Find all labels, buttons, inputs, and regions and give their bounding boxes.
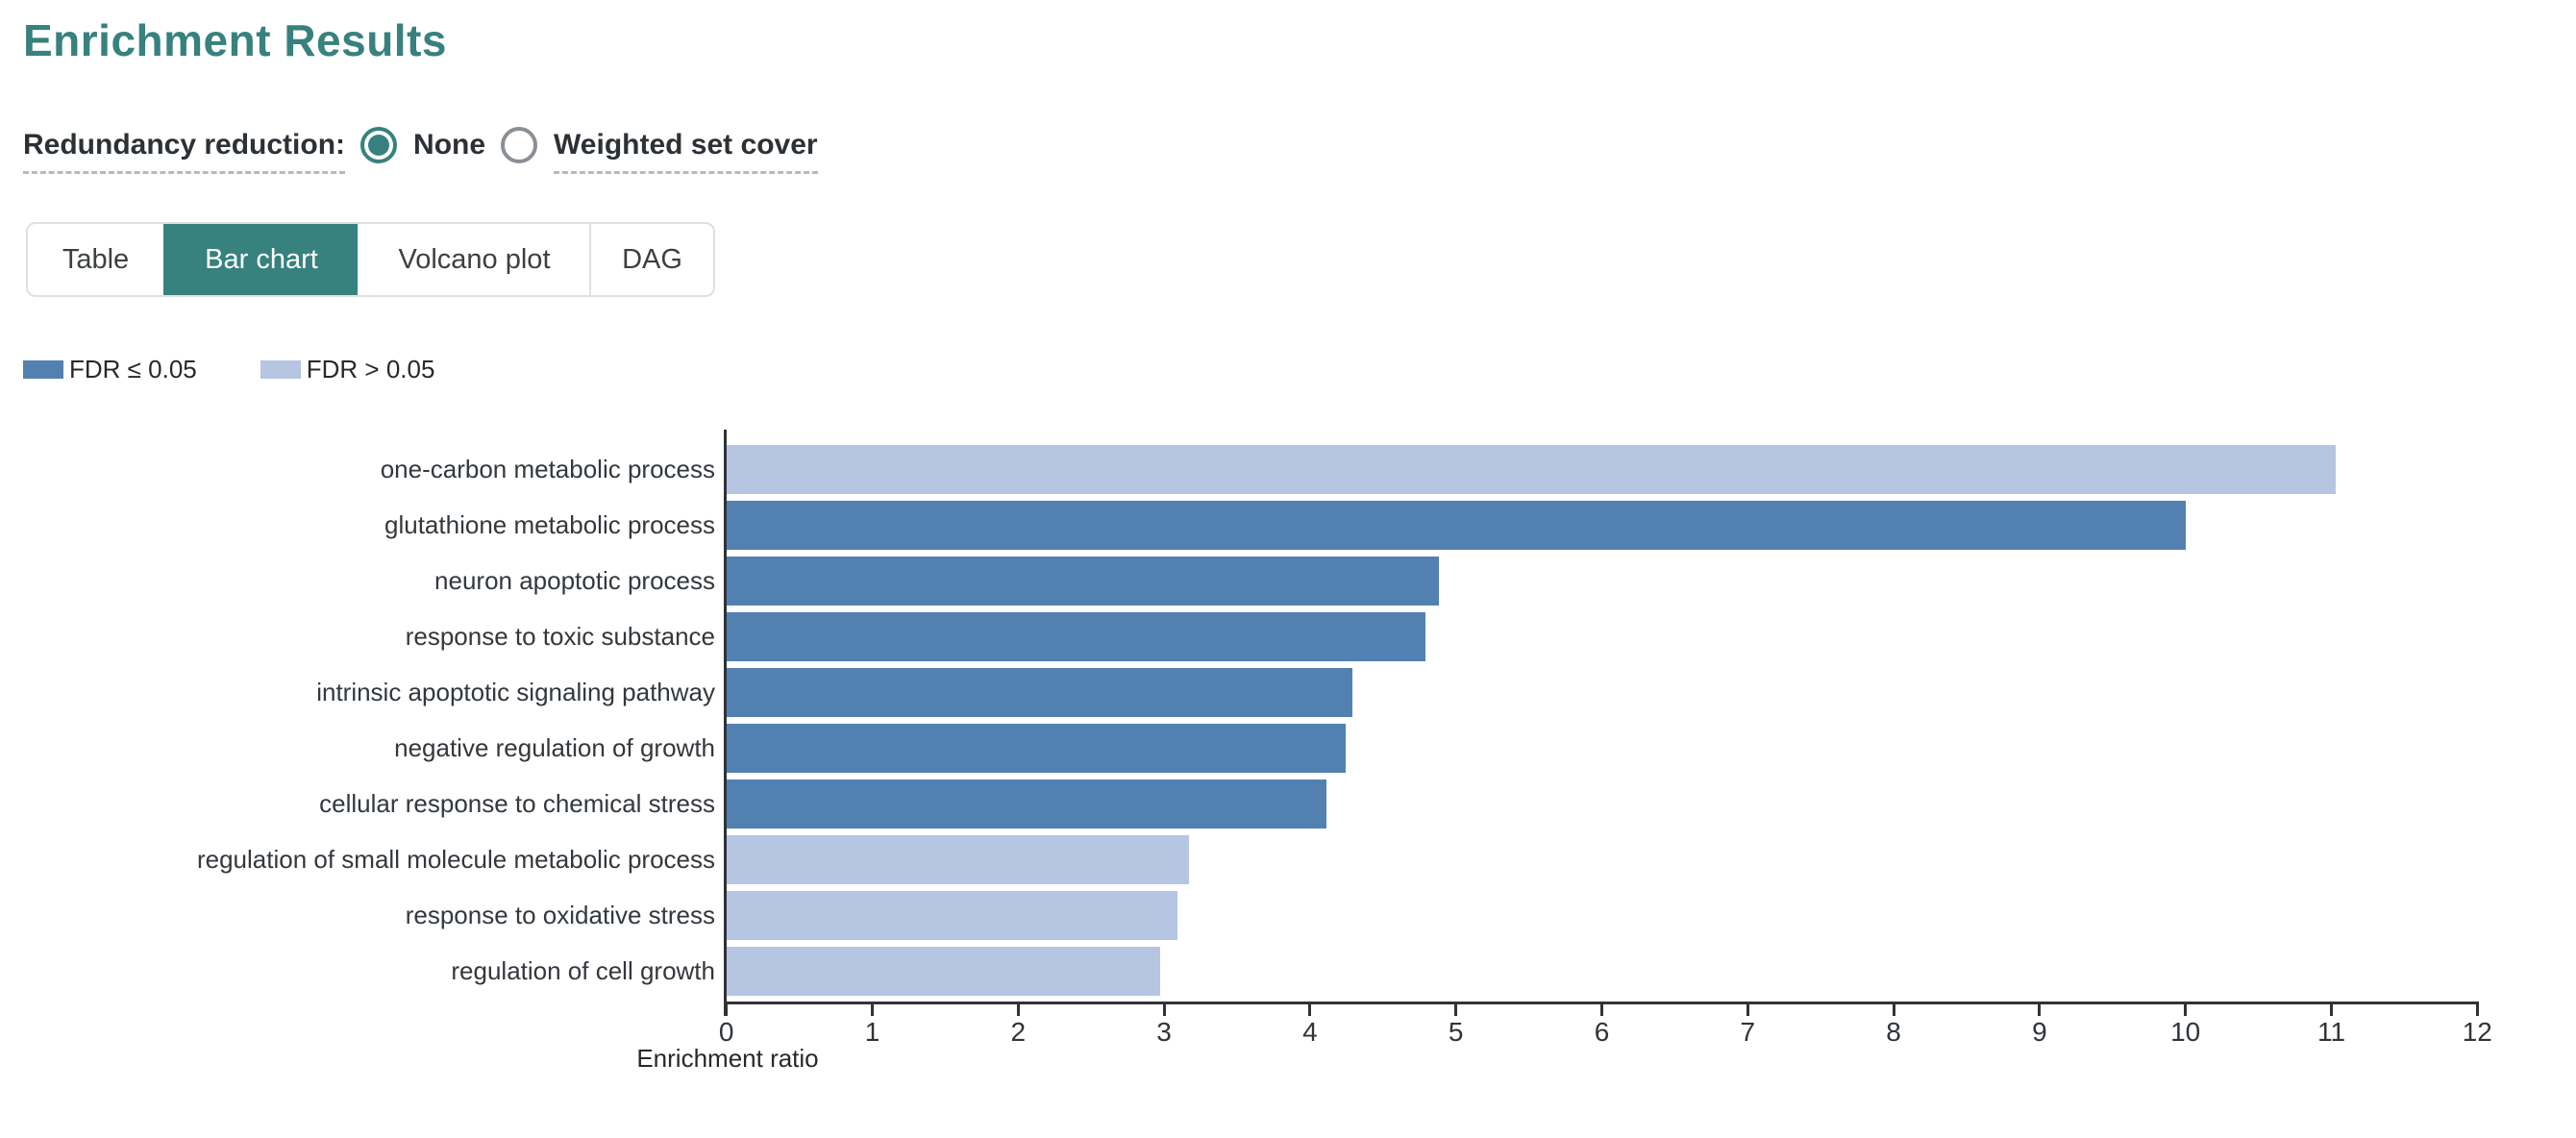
x-tick-6	[1600, 1004, 1603, 1016]
fdr-legend: FDR ≤ 0.05 FDR > 0.05	[23, 355, 498, 383]
radio-selected-icon[interactable]	[360, 127, 398, 163]
category-label-neuron-apoptotic-process: neuron apoptotic process	[434, 566, 715, 596]
x-tick-2	[1016, 1004, 1020, 1016]
x-tick-label-4: 4	[1302, 1017, 1318, 1047]
x-tick-label-12: 12	[2462, 1017, 2492, 1047]
x-tick-label-9: 9	[2032, 1017, 2047, 1047]
legend-label: FDR > 0.05	[306, 355, 435, 383]
category-label-glutathione-metabolic-process: glutathione metabolic process	[384, 510, 715, 540]
bar-neuron-apoptotic-process[interactable]	[727, 556, 1439, 606]
x-tick-label-6: 6	[1594, 1017, 1610, 1047]
x-tick-label-7: 7	[1740, 1017, 1756, 1047]
x-tick-label-0: 0	[718, 1017, 734, 1047]
legend-item-fdr-0-05: FDR ≤ 0.05	[23, 355, 197, 383]
view-tabs: Table Bar chart Volcano plot DAG	[26, 222, 715, 297]
redundancy-option-none[interactable]: None	[360, 127, 486, 174]
redundancy-reduction-control: Redundancy reduction: None Weighted set c…	[23, 127, 818, 174]
legend-label: FDR ≤ 0.05	[69, 355, 197, 383]
x-tick-label-11: 11	[2316, 1017, 2346, 1047]
bar-one-carbon-metabolic-process[interactable]	[727, 444, 2337, 494]
x-tick-11	[2330, 1004, 2333, 1016]
x-tick-4	[1308, 1004, 1312, 1016]
tab-volcano-plot[interactable]: Volcano plot	[398, 243, 551, 275]
category-label-regulation-of-small-molecule-metabolic-process: regulation of small molecule metabolic p…	[196, 845, 715, 875]
category-label-negative-regulation-of-growth: negative regulation of growth	[394, 733, 715, 763]
bar-regulation-of-cell-growth[interactable]	[727, 946, 1160, 996]
x-tick-7	[1746, 1004, 1749, 1016]
x-tick-label-5: 5	[1448, 1017, 1464, 1047]
x-tick-5	[1454, 1004, 1458, 1016]
bar-intrinsic-apoptotic-signaling-pathway[interactable]	[727, 667, 1353, 717]
x-axis-title: Enrichment ratio	[636, 1044, 819, 1073]
x-tick-3	[1162, 1004, 1166, 1016]
bar-regulation-of-small-molecule-metabolic-process[interactable]	[727, 834, 1190, 884]
redundancy-option-weighted-set-cover[interactable]: Weighted set cover	[501, 127, 818, 174]
bar-glutathione-metabolic-process[interactable]	[727, 500, 2186, 550]
x-tick-12	[2475, 1004, 2479, 1016]
x-tick-9	[2038, 1004, 2042, 1016]
category-label-cellular-response-to-chemical-stress: cellular response to chemical stress	[319, 789, 715, 819]
category-label-response-to-toxic-substance: response to toxic substance	[405, 622, 715, 652]
bar-response-to-toxic-substance[interactable]	[727, 611, 1426, 661]
category-label-intrinsic-apoptotic-signaling-pathway: intrinsic apoptotic signaling pathway	[316, 678, 715, 707]
radio-unselected-icon[interactable]	[501, 127, 538, 163]
y-axis	[724, 430, 727, 1016]
radio-label-none[interactable]: None	[413, 129, 486, 161]
legend-swatch	[260, 359, 301, 379]
category-label-one-carbon-metabolic-process: one-carbon metabolic process	[380, 455, 715, 484]
bar-negative-regulation-of-growth[interactable]	[727, 723, 1346, 773]
x-tick-label-8: 8	[1886, 1017, 1901, 1047]
x-tick-1	[871, 1004, 874, 1016]
category-label-regulation-of-cell-growth: regulation of cell growth	[451, 956, 715, 986]
x-tick-0	[725, 1004, 729, 1016]
x-tick-10	[2184, 1004, 2188, 1016]
x-tick-label-1: 1	[864, 1017, 880, 1047]
page-title: Enrichment Results	[23, 15, 447, 65]
redundancy-reduction-label: Redundancy reduction:	[23, 129, 346, 174]
x-axis	[724, 1002, 2479, 1004]
legend-item-fdr-0-05: FDR > 0.05	[260, 355, 435, 383]
radio-label-weighted-set-cover[interactable]: Weighted set cover	[554, 129, 818, 174]
category-label-response-to-oxidative-stress: response to oxidative stress	[405, 901, 715, 930]
x-tick-label-3: 3	[1156, 1017, 1172, 1047]
x-tick-label-2: 2	[1010, 1017, 1027, 1047]
x-tick-label-10: 10	[2170, 1017, 2201, 1047]
x-tick-8	[1892, 1004, 1895, 1016]
tab-dag[interactable]: DAG	[589, 224, 713, 295]
tab-bar-chart[interactable]: Bar chart	[163, 224, 358, 295]
tab-table[interactable]: Table	[62, 243, 130, 275]
bar-cellular-response-to-chemical-stress[interactable]	[727, 779, 1326, 829]
legend-swatch	[23, 359, 63, 379]
bar-response-to-oxidative-stress[interactable]	[727, 890, 1178, 940]
